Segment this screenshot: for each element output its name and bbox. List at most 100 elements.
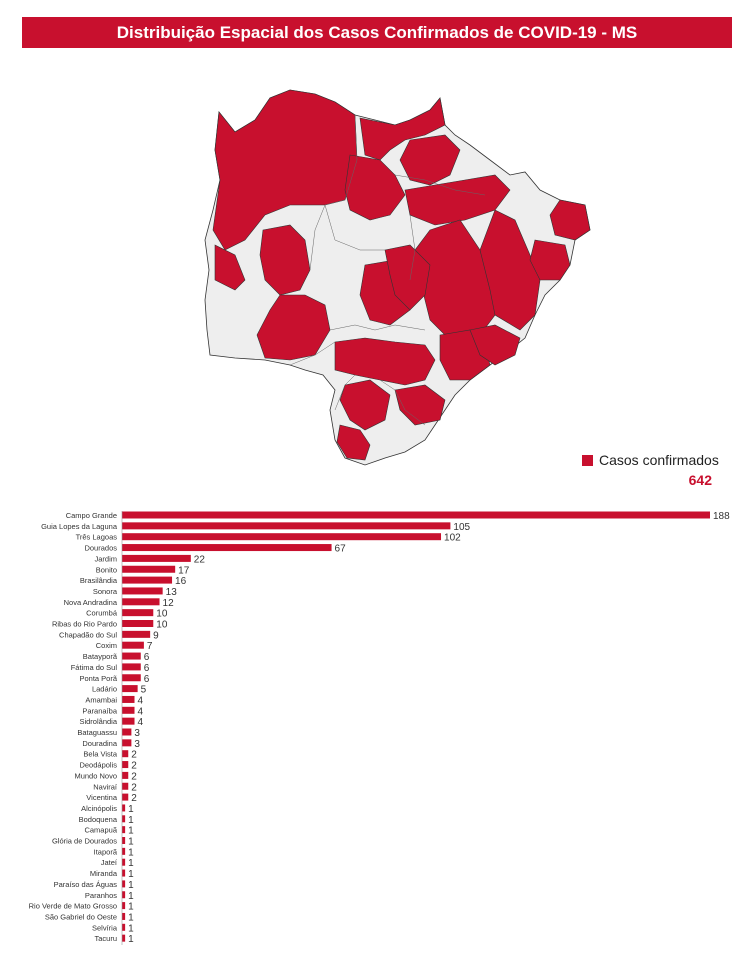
value-label: 2 bbox=[131, 771, 137, 782]
category-label: Vicentina bbox=[86, 793, 118, 802]
category-label: Jateí bbox=[101, 858, 118, 867]
bar bbox=[122, 782, 129, 790]
category-label: Bela Vista bbox=[83, 750, 117, 759]
category-label: Coxim bbox=[96, 641, 117, 650]
category-label: Glória de Dourados bbox=[52, 837, 117, 846]
legend-label: Casos confirmados bbox=[599, 452, 719, 468]
category-label: Paranaíba bbox=[82, 706, 117, 715]
value-label: 1 bbox=[128, 826, 134, 837]
value-label: 1 bbox=[128, 912, 134, 923]
value-label: 105 bbox=[453, 522, 470, 533]
value-label: 6 bbox=[144, 652, 150, 663]
bar bbox=[122, 826, 126, 834]
category-label: Selvíria bbox=[92, 923, 118, 932]
bar bbox=[122, 858, 126, 866]
value-label: 1 bbox=[128, 815, 134, 826]
category-label: Mundo Novo bbox=[74, 771, 117, 780]
category-label: Sonora bbox=[93, 587, 118, 596]
value-label: 4 bbox=[138, 706, 144, 717]
municipality-borders bbox=[289, 114, 486, 426]
confirmed-regions bbox=[212, 89, 591, 461]
value-label: 17 bbox=[178, 565, 190, 576]
value-label: 12 bbox=[163, 598, 175, 609]
bar bbox=[122, 793, 129, 801]
bar bbox=[122, 652, 141, 660]
page-title: Distribuição Espacial dos Casos Confirma… bbox=[22, 17, 732, 48]
value-label: 2 bbox=[131, 750, 137, 761]
value-label: 4 bbox=[138, 695, 144, 706]
bar bbox=[122, 717, 135, 725]
bar bbox=[122, 771, 129, 779]
value-label: 1 bbox=[128, 837, 134, 848]
value-label: 4 bbox=[138, 717, 144, 728]
bar bbox=[122, 522, 451, 530]
value-label: 9 bbox=[153, 630, 159, 641]
category-label: Campo Grande bbox=[66, 511, 117, 520]
category-label: Ladário bbox=[92, 685, 117, 694]
category-label: Batayporã bbox=[83, 652, 118, 661]
bar-chart: Campo Grande 188 Guia Lopes da Laguna 105 Tr… bbox=[0, 506, 753, 946]
value-label: 2 bbox=[131, 793, 137, 804]
category-label: Brasilândia bbox=[80, 576, 118, 585]
bar bbox=[122, 587, 163, 595]
bar bbox=[122, 891, 126, 899]
bar bbox=[122, 923, 126, 931]
bar bbox=[122, 869, 126, 877]
bar bbox=[122, 912, 126, 920]
category-label: Tacuru bbox=[94, 934, 117, 943]
value-label: 1 bbox=[128, 847, 134, 858]
category-label: Miranda bbox=[90, 869, 118, 878]
legend-total: 642 bbox=[688, 472, 712, 488]
value-label: 3 bbox=[134, 739, 140, 750]
bar bbox=[122, 728, 132, 736]
bar bbox=[122, 837, 126, 844]
value-label: 1 bbox=[128, 923, 134, 934]
bar bbox=[122, 750, 129, 758]
value-label: 1 bbox=[128, 934, 134, 945]
category-label: Jardim bbox=[94, 554, 117, 563]
value-label: 3 bbox=[134, 728, 140, 739]
category-label: Naviraí bbox=[93, 782, 118, 791]
value-label: 1 bbox=[128, 869, 134, 880]
category-label: Sidrolândia bbox=[79, 717, 117, 726]
bar bbox=[122, 706, 135, 714]
value-label: 10 bbox=[156, 620, 168, 631]
category-label: Amambai bbox=[85, 695, 117, 704]
bar bbox=[122, 902, 126, 910]
category-label: Douradina bbox=[82, 739, 117, 748]
value-label: 7 bbox=[147, 641, 153, 652]
legend: Casos confirmados 642 bbox=[582, 452, 732, 492]
value-label: 2 bbox=[131, 761, 137, 772]
value-label: 16 bbox=[175, 576, 187, 587]
bar bbox=[122, 641, 144, 649]
value-label: 13 bbox=[166, 587, 178, 598]
bar bbox=[122, 880, 126, 888]
bar bbox=[122, 847, 126, 855]
state-map bbox=[195, 80, 605, 470]
value-label: 5 bbox=[141, 685, 147, 696]
category-label: Deodápolis bbox=[79, 761, 117, 770]
category-label: Corumbá bbox=[86, 609, 118, 618]
category-label: Guia Lopes da Laguna bbox=[41, 522, 118, 531]
value-label: 22 bbox=[194, 554, 206, 565]
bar bbox=[122, 576, 173, 584]
bar bbox=[122, 674, 141, 682]
value-label: 188 bbox=[713, 511, 730, 522]
category-label: Dourados bbox=[84, 544, 117, 553]
value-label: 1 bbox=[128, 858, 134, 869]
category-label: Rio Verde de Mato Grosso bbox=[29, 902, 117, 911]
bar bbox=[122, 598, 160, 606]
value-label: 102 bbox=[444, 533, 461, 544]
bar bbox=[122, 630, 151, 638]
category-label: Bonito bbox=[96, 565, 117, 574]
category-label: Fátima do Sul bbox=[71, 663, 118, 672]
value-label: 1 bbox=[128, 880, 134, 891]
bar bbox=[122, 609, 154, 617]
category-label: Ponta Porã bbox=[79, 674, 117, 683]
legend-swatch-icon bbox=[582, 455, 593, 466]
category-label: Três Lagoas bbox=[76, 533, 118, 542]
category-label: Nova Andradina bbox=[64, 598, 118, 607]
bar bbox=[122, 804, 126, 812]
category-label: Chapadão do Sul bbox=[59, 630, 117, 639]
